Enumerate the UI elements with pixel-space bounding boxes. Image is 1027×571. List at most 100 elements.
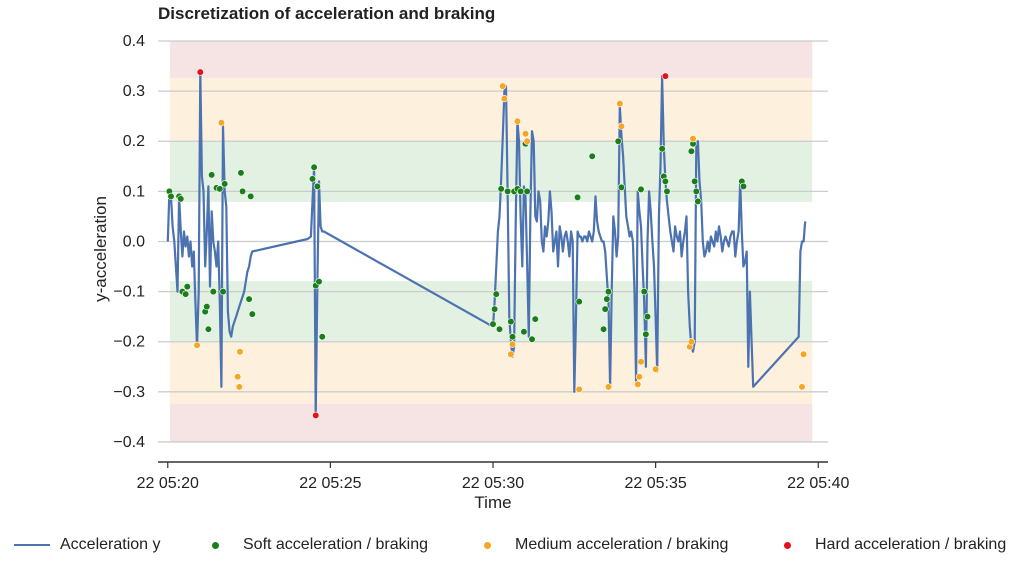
data-point [499,82,507,90]
y-tick-label: −0.1 [113,284,145,301]
data-point [248,310,256,318]
legend-label: Hard acceleration / braking [815,536,1007,553]
data-point [604,288,613,296]
legend-item-soft: Soft acceleration / braking [200,536,428,554]
x-tick-label: 22 05:35 [624,475,686,492]
data-point [234,373,242,381]
legend-dot-swatch [212,541,219,549]
legend-label: Soft acceleration / braking [243,536,428,553]
legend-line-swatch [14,544,50,546]
legend-label: Acceleration y [60,536,161,553]
data-point [523,187,531,195]
data-point [500,95,508,103]
data-point [637,358,645,366]
legend-dot-swatch [484,541,491,549]
data-point [616,100,624,108]
x-tick-label: 22 05:40 [787,475,849,492]
data-point [635,373,643,381]
x-tick-label: 22 05:25 [299,475,361,492]
band-medium [169,78,813,142]
y-tick-label: 0.2 [123,133,145,150]
data-point [235,383,243,391]
data-point [245,295,253,303]
data-point [492,290,500,298]
y-tick-label: 0.3 [123,83,145,100]
data-point [221,180,229,188]
band-hard [169,403,813,443]
data-point [658,145,666,153]
data-point [603,295,611,303]
data-point [640,288,648,296]
acceleration-line [166,70,807,418]
data-point [315,277,323,286]
data-point [203,303,211,311]
data-point [694,197,702,205]
data-point [573,193,582,201]
data-point [507,350,515,358]
data-point [798,383,806,391]
data-point [238,187,247,195]
legend-dot-swatch [784,541,791,549]
x-axis-label: Time [474,493,511,512]
legend: Acceleration y Soft acceleration / braki… [0,536,1027,562]
data-point [216,185,224,193]
data-point [617,183,626,191]
data-point [614,137,622,145]
data-point [497,185,505,193]
data-point [604,383,613,391]
data-point [617,122,626,130]
chart-title: Discretization of acceleration and braki… [158,4,496,23]
band-hard [169,40,813,80]
data-point [167,192,175,200]
data-point [652,365,660,373]
chart-plot-area: 0.4 0.3 0.2 0.1 0.0 −0.1 −0.2 −0.3 −0.4 22 05:20 2… [91,33,849,512]
data-point [637,185,645,193]
data-point [182,290,190,298]
data-point [661,177,669,185]
data-point [523,137,531,145]
data-point [489,320,497,328]
band-medium [169,341,813,405]
data-point [528,335,536,343]
data-point [599,325,608,333]
legend-item-medium: Medium acceleration / braking [472,536,728,554]
data-point [236,348,244,356]
data-point [520,328,528,336]
data-point [800,350,808,358]
legend-item-acceleration: Acceleration y [14,536,161,554]
data-point [661,72,669,80]
data-point [517,187,525,195]
data-point [531,315,539,323]
data-point [634,380,642,388]
axes: 0.4 0.3 0.2 0.1 0.0 −0.1 −0.2 −0.3 −0.4 22 05:20 2… [113,33,849,492]
data-point [642,330,650,338]
series-line [166,70,807,418]
y-axis-label: y-acceleration [91,196,110,302]
y-tick-label: 0.1 [123,183,145,200]
data-point [313,182,321,190]
data-point [687,338,695,346]
data-point [183,282,191,291]
data-point [247,192,255,200]
data-point [208,171,216,179]
y-tick-label: 0.4 [123,33,145,50]
data-point [507,318,515,326]
data-point [575,385,583,393]
data-point [310,163,318,171]
y-tick-label: −0.3 [113,384,145,401]
data-point [663,187,671,195]
legend-label: Medium acceleration / braking [515,536,729,553]
data-point [177,195,185,203]
data-point [318,333,326,341]
y-tick-label: −0.2 [113,334,145,351]
data-point [219,288,227,296]
band-soft [169,140,813,202]
legend-item-hard: Hard acceleration / braking [772,536,1006,554]
data-point [575,298,583,306]
data-point [588,152,596,160]
data-point [217,119,226,127]
data-point [491,305,499,313]
x-tick-label: 22 05:20 [137,475,199,492]
scatter-points [165,68,808,419]
data-point [508,333,517,341]
